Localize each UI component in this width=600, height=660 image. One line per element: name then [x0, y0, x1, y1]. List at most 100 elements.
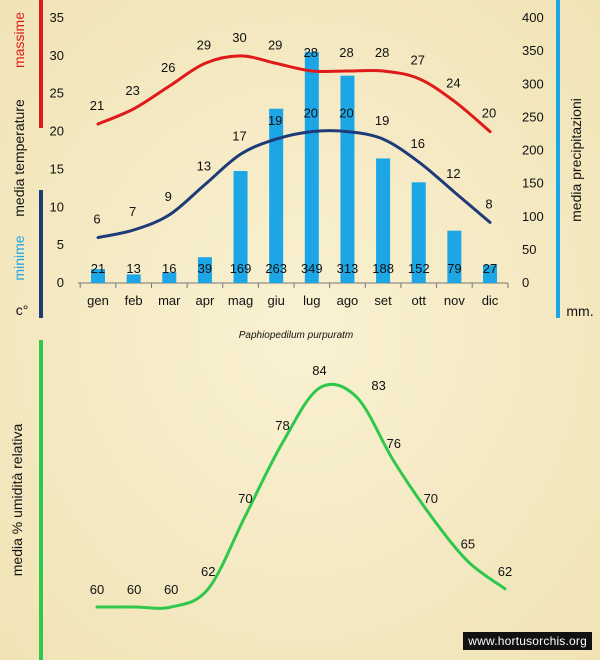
precipitation-bar	[197, 257, 212, 283]
min-temperature-label: 6	[93, 212, 100, 227]
humidity-label: 60	[127, 582, 141, 597]
precipitation-label: 188	[372, 261, 394, 276]
x-tick-label: feb	[125, 293, 143, 308]
precipitation-label: 349	[301, 261, 323, 276]
precipitation-label: 169	[230, 261, 252, 276]
precipitation-bar	[304, 51, 319, 283]
x-tick-label: gen	[87, 293, 109, 308]
right-tick-label: 0	[522, 275, 529, 290]
x-tick-label: mag	[228, 293, 253, 308]
humidity-label: 70	[424, 491, 438, 506]
x-tick-label: set	[374, 293, 392, 308]
max-temperature-label: 30	[232, 30, 246, 45]
left-tick-label: 35	[50, 10, 64, 25]
min-temperature-label: 13	[197, 159, 211, 174]
right-tick-label: 100	[522, 209, 544, 224]
x-tick-label: nov	[444, 293, 465, 308]
media-temperature-label: media temperature	[11, 99, 27, 217]
precipitation-bar	[126, 274, 141, 283]
precipitation-label: 21	[91, 261, 105, 276]
humidity-label: 76	[386, 436, 400, 451]
humidity-label: 84	[312, 363, 326, 378]
x-tick-label: giu	[268, 293, 285, 308]
right-tick-label: 350	[522, 43, 544, 58]
left-tick-label: 5	[57, 237, 64, 252]
x-tick-label: lug	[303, 293, 320, 308]
humidity-label: 62	[201, 564, 215, 579]
precipitation-axis-label: media precipitazioni	[568, 98, 584, 222]
precipitation-label: 313	[337, 261, 359, 276]
x-tick-label: ott	[411, 293, 426, 308]
right-tick-label: 200	[522, 143, 544, 158]
left-tick-label: 10	[50, 199, 64, 214]
temperature-precipitation-chart: massime media temperature minime c° medi…	[11, 0, 594, 341]
max-temperature-label: 23	[125, 83, 139, 98]
max-temperature-label: 29	[268, 37, 282, 52]
precipitation-bar	[233, 171, 248, 283]
x-tick-label: ago	[337, 293, 359, 308]
humidity-label: 60	[90, 582, 104, 597]
min-temperature-label: 19	[375, 113, 389, 128]
max-temperature-label: 24	[446, 75, 460, 90]
humidity-label: 62	[498, 564, 512, 579]
right-tick-label: 300	[522, 76, 544, 91]
min-temperature-label: 12	[446, 166, 460, 181]
min-temperature-label: 20	[304, 106, 318, 121]
min-temperature-label: 19	[268, 113, 282, 128]
max-temperature-label: 28	[375, 45, 389, 60]
min-temperature-label: 9	[165, 189, 172, 204]
precipitation-label: 27	[483, 261, 497, 276]
min-temperature-line	[96, 129, 492, 240]
right-tick-label: 250	[522, 109, 544, 124]
x-tick-label: mar	[158, 293, 181, 308]
precipitation-bar	[411, 182, 426, 283]
left-tick-label: 20	[50, 124, 64, 139]
left-tick-label: 15	[50, 161, 64, 176]
precipitation-label: 13	[126, 261, 140, 276]
humidity-label: 78	[275, 418, 289, 433]
precipitation-label: 79	[447, 261, 461, 276]
max-temperature-label: 27	[410, 53, 424, 68]
min-temperature-label: 17	[232, 128, 246, 143]
min-temperature-label: 20	[339, 106, 353, 121]
right-tick-label: 50	[522, 242, 536, 257]
left-tick-label: 30	[50, 48, 64, 63]
precipitation-bar	[447, 230, 462, 283]
precipitation-label: 152	[408, 261, 430, 276]
humidity-axis-label: media % umidità relativa	[9, 424, 25, 577]
chart-caption: Paphiopedilum purpuratm	[239, 330, 354, 341]
humidity-label: 65	[461, 536, 475, 551]
max-temperature-line	[96, 54, 492, 134]
precipitation-bar	[376, 158, 391, 283]
precipitation-label: 39	[198, 261, 212, 276]
precipitation-unit-label: mm.	[566, 303, 593, 319]
humidity-label: 83	[371, 378, 385, 393]
left-tick-label: 0	[57, 275, 64, 290]
max-temperature-label: 21	[90, 98, 104, 113]
min-temperature-label: 7	[129, 204, 136, 219]
humidity-label: 60	[164, 582, 178, 597]
temperature-unit-label: c°	[16, 302, 29, 318]
humidity-label: 70	[238, 491, 252, 506]
precipitation-label: 263	[265, 261, 287, 276]
max-temperature-label: 26	[161, 60, 175, 75]
min-temperature-label: 16	[410, 136, 424, 151]
max-temperature-label: 28	[339, 45, 353, 60]
right-tick-label: 150	[522, 176, 544, 191]
x-tick-label: apr	[196, 293, 215, 308]
precipitation-bar	[91, 269, 105, 283]
minime-label: minime	[11, 235, 27, 280]
humidity-line	[95, 382, 507, 610]
watermark: www.hortusorchis.org	[463, 632, 592, 650]
massime-label: massime	[11, 12, 27, 68]
max-temperature-label: 29	[197, 37, 211, 52]
min-temperature-label: 8	[485, 196, 492, 211]
left-tick-label: 25	[50, 86, 64, 101]
precipitation-bar	[269, 108, 284, 283]
humidity-chart: media % umidità relativa 60 60 60 62 70 78 84 8…	[9, 340, 512, 660]
x-tick-label: dic	[482, 293, 499, 308]
max-temperature-label: 20	[482, 106, 496, 121]
precipitation-label: 16	[162, 261, 176, 276]
